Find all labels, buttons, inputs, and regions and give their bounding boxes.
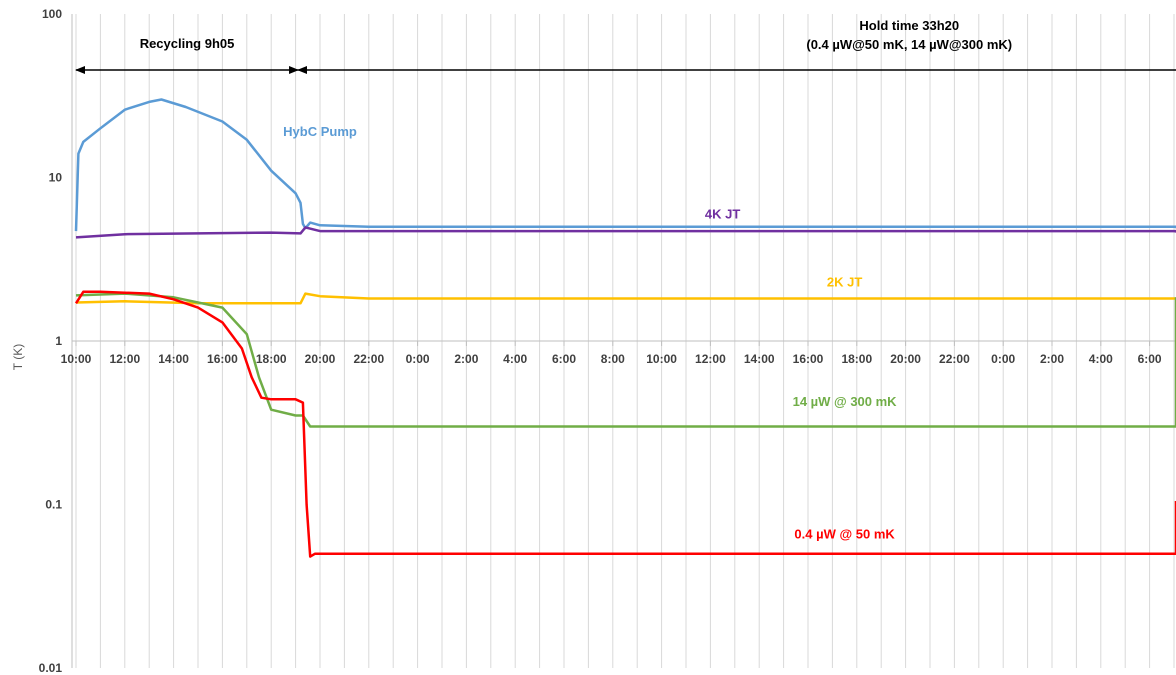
- series-line: [74, 290, 1176, 558]
- x-tick-label: 16:00: [207, 352, 238, 366]
- annotation-sublabel: (0.4 µW@50 mK, 14 µW@300 mK): [806, 37, 1012, 52]
- x-tick-label: 18:00: [841, 352, 872, 366]
- x-tick-label: 4:00: [503, 352, 527, 366]
- x-tick-label: 8:00: [601, 352, 625, 366]
- x-tick-label: 22:00: [353, 352, 384, 366]
- axes: [71, 14, 1176, 668]
- x-tick-label: 10:00: [646, 352, 677, 366]
- x-tick-label: 6:00: [552, 352, 576, 366]
- series-label: 4K JT: [705, 207, 740, 222]
- series-label: 2K JT: [827, 275, 862, 290]
- x-tick-label: 12:00: [695, 352, 726, 366]
- x-tick-label: 6:00: [1138, 352, 1162, 366]
- y-tick-label: 1: [55, 334, 62, 348]
- annotation-label: Recycling 9h05: [140, 36, 235, 51]
- series-line: [74, 98, 1176, 232]
- x-tick-labels: 10:00 12:00 14:00 16:00 18:00 20:00 22:00 0:00 2…: [61, 352, 1162, 366]
- series-line: [75, 226, 1176, 239]
- annotation-label: Hold time 33h20: [859, 18, 959, 33]
- x-tick-label: 0:00: [406, 352, 430, 366]
- series-line: [75, 292, 1176, 428]
- x-tick-label: 4:00: [1089, 352, 1113, 366]
- x-tick-label: 20:00: [305, 352, 336, 366]
- y-tick-label: 10: [49, 171, 63, 185]
- series-label: 0.4 µW @ 50 mK: [794, 526, 895, 541]
- series-line: [75, 292, 1176, 305]
- y-axis-label: T (K): [11, 344, 25, 370]
- x-tick-label: 12:00: [109, 352, 140, 366]
- y-tick-labels: 0.01 0.1 1 10 100: [39, 7, 63, 675]
- series-lines: [74, 98, 1176, 558]
- y-tick-label: 100: [42, 7, 62, 21]
- y-tick-label: 0.01: [39, 661, 63, 675]
- x-tick-label: 0:00: [991, 352, 1015, 366]
- x-tick-label: 10:00: [61, 352, 92, 366]
- annotations: Recycling 9h05 Hold time 33h20 (0.4 µW@50 …: [75, 18, 1176, 74]
- series-labels: HybC Pump 4K JT 2K JT 14 µW @ 300 mK 0.4 µW …: [283, 124, 897, 542]
- x-tick-label: 14:00: [744, 352, 775, 366]
- x-tick-label: 18:00: [256, 352, 287, 366]
- x-tick-label: 14:00: [158, 352, 189, 366]
- x-tick-label: 22:00: [939, 352, 970, 366]
- series-label: HybC Pump: [283, 124, 357, 139]
- x-tick-label: 20:00: [890, 352, 921, 366]
- x-tick-label: 2:00: [1040, 352, 1064, 366]
- y-tick-label: 0.1: [45, 498, 62, 512]
- x-tick-label: 2:00: [454, 352, 478, 366]
- x-tick-label: 16:00: [793, 352, 824, 366]
- series-label: 14 µW @ 300 mK: [793, 394, 898, 409]
